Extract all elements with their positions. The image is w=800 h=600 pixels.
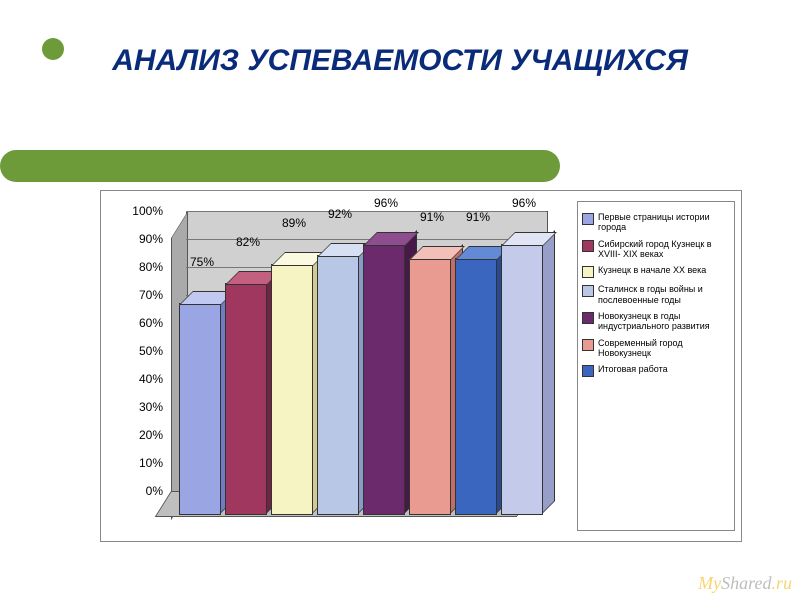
- y-tick: 60%: [101, 316, 163, 330]
- bar-label: 91%: [453, 210, 503, 224]
- bar: [179, 293, 219, 515]
- bar-label: 89%: [269, 216, 319, 230]
- bar-label: 82%: [223, 235, 273, 249]
- bar-front: [225, 283, 267, 515]
- legend-text: Современный город Новокузнецк: [598, 338, 730, 359]
- bar-front: [455, 258, 497, 515]
- bar-label: 91%: [407, 210, 457, 224]
- y-tick: 30%: [101, 400, 163, 414]
- bar-front: [179, 303, 221, 515]
- bar-label: 92%: [315, 207, 365, 221]
- legend-text: Итоговая работа: [598, 364, 668, 374]
- bar-front: [271, 264, 313, 515]
- legend-swatch: [582, 312, 594, 324]
- y-tick: 20%: [101, 428, 163, 442]
- y-tick: 50%: [101, 344, 163, 358]
- legend-item: Сталинск в годы войны и послевоенные год…: [582, 284, 730, 305]
- legend-swatch: [582, 339, 594, 351]
- slide: АНАЛИЗ УСПЕВАЕМОСТИ УЧАЩИХСЯ 0% 10% 20% 30%…: [0, 0, 800, 600]
- accent-bar: [0, 150, 560, 182]
- accent-dot: [42, 38, 64, 60]
- legend-swatch: [582, 266, 594, 278]
- legend-swatch: [582, 240, 594, 252]
- y-tick: 80%: [101, 260, 163, 274]
- legend-text: Новокузнецк в годы индустриального разви…: [598, 311, 730, 332]
- legend-item: Сибирский город Кузнецк в XVIII- XIX век…: [582, 239, 730, 260]
- legend-item: Итоговая работа: [582, 364, 730, 377]
- bar: [225, 273, 265, 515]
- y-tick: 70%: [101, 288, 163, 302]
- legend-swatch: [582, 285, 594, 297]
- legend-item: Первые страницы истории города: [582, 212, 730, 233]
- legend-text: Сибирский город Кузнецк в XVIII- XIX век…: [598, 239, 730, 260]
- chart-panel: 0% 10% 20% 30% 40% 50% 60% 70% 80% 90% 100% 75% 82%…: [100, 190, 742, 542]
- legend: Первые страницы истории города Сибирский …: [577, 201, 735, 531]
- bar: [501, 234, 541, 515]
- bar-front: [363, 244, 405, 515]
- y-tick: 40%: [101, 372, 163, 386]
- legend-text: Первые страницы истории города: [598, 212, 730, 233]
- legend-item: Кузнецк в начале XX века: [582, 265, 730, 278]
- watermark-part3: .ru: [771, 573, 792, 593]
- y-tick: 10%: [101, 456, 163, 470]
- bar: [409, 248, 449, 515]
- bar: [455, 248, 495, 515]
- legend-text: Сталинск в годы войны и послевоенные год…: [598, 284, 730, 305]
- bar: [317, 245, 357, 515]
- legend-item: Современный город Новокузнецк: [582, 338, 730, 359]
- legend-text: Кузнецк в начале XX века: [598, 265, 706, 275]
- bar-label: 96%: [361, 196, 411, 210]
- watermark: MyShared.ru: [698, 573, 792, 594]
- bar-front: [501, 244, 543, 515]
- y-tick: 90%: [101, 232, 163, 246]
- bar-side: [541, 230, 555, 515]
- bar-front: [317, 255, 359, 515]
- y-tick: 100%: [101, 204, 163, 218]
- legend-item: Новокузнецк в годы индустриального разви…: [582, 311, 730, 332]
- watermark-part2: Shared: [721, 573, 771, 593]
- legend-swatch: [582, 365, 594, 377]
- bar-label: 96%: [499, 196, 549, 210]
- y-tick: 0%: [101, 484, 163, 498]
- slide-title: АНАЛИЗ УСПЕВАЕМОСТИ УЧАЩИХСЯ: [100, 44, 700, 77]
- bar-front: [409, 258, 451, 515]
- bar: [271, 254, 311, 515]
- bar-label: 75%: [177, 255, 227, 269]
- watermark-part1: My: [698, 573, 721, 593]
- bar: [363, 234, 403, 515]
- legend-swatch: [582, 213, 594, 225]
